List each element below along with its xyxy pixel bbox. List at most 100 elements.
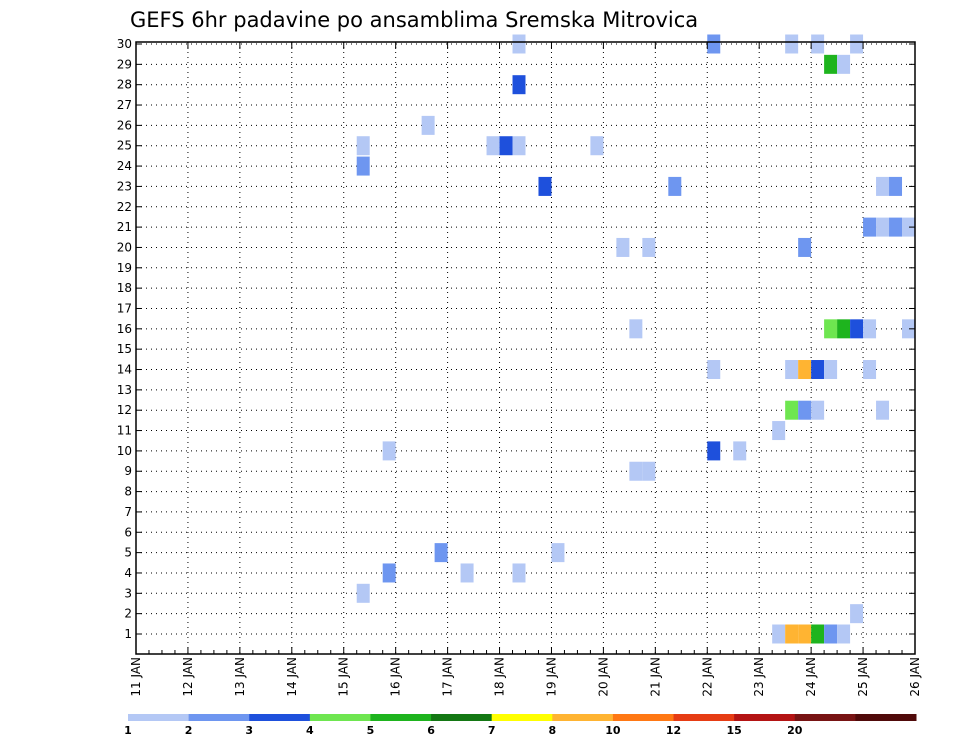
heatmap-cell <box>798 624 812 644</box>
colorbar-swatch <box>309 714 371 721</box>
colorbar-label: 2 <box>185 724 193 737</box>
colorbar-swatch <box>734 714 796 721</box>
heatmap-cell <box>811 360 825 380</box>
colorbar-swatch <box>673 714 735 721</box>
x-tick-label: 21 JAN <box>648 657 662 697</box>
y-tick-label: 14 <box>117 363 132 377</box>
y-axis: 1234567891011121314151617181920212223242… <box>117 37 915 641</box>
heatmap-cell <box>512 563 526 583</box>
y-tick-label: 7 <box>124 505 132 519</box>
heatmap-cell <box>707 360 721 380</box>
y-tick-label: 23 <box>117 179 132 193</box>
heatmap-cell <box>811 34 825 54</box>
y-tick-label: 28 <box>117 78 132 92</box>
heatmap-cell <box>876 217 890 237</box>
heatmap-cell <box>733 441 747 461</box>
x-tick-label: 25 JAN <box>856 657 870 697</box>
colorbar-swatch <box>431 714 493 721</box>
colorbar-label: 5 <box>367 724 375 737</box>
y-tick-label: 9 <box>124 464 132 478</box>
heatmap-cell <box>642 237 656 257</box>
colorbar-label: 8 <box>548 724 556 737</box>
y-tick-label: 17 <box>117 301 132 315</box>
heatmap-cell <box>902 217 915 237</box>
x-tick-label: 16 JAN <box>389 657 403 697</box>
heatmap-cell <box>798 400 812 420</box>
x-tick-label: 20 JAN <box>596 657 610 697</box>
colorbar-swatch <box>491 714 553 721</box>
heatmap-cell <box>772 624 786 644</box>
heatmap-cell <box>772 421 786 441</box>
heatmap-cell <box>850 319 864 339</box>
colorbar-swatch <box>855 714 917 721</box>
x-axis: 11 JAN 12 JAN 13 JAN 14 JAN 15 JAN 16 JAN 17 J… <box>129 42 922 697</box>
heatmap-cell <box>642 461 656 481</box>
heatmap-cell <box>616 237 630 257</box>
y-tick-label: 12 <box>117 403 132 417</box>
colorbar-swatch <box>249 714 311 721</box>
heatmap-cell <box>837 54 851 74</box>
x-tick-label: 26 JAN <box>908 657 922 697</box>
heatmap-cell <box>590 136 604 156</box>
grid-lines <box>136 42 915 654</box>
y-tick-label: 11 <box>117 424 132 438</box>
colorbar-swatch <box>552 714 614 721</box>
y-tick-label: 1 <box>124 627 132 641</box>
heatmap-cell <box>889 217 903 237</box>
y-tick-label: 15 <box>117 342 132 356</box>
ensemble-cells <box>356 34 915 644</box>
heatmap-cell <box>629 461 643 481</box>
colorbar-label: 12 <box>666 724 681 737</box>
colorbar-label: 4 <box>306 724 314 737</box>
y-tick-label: 24 <box>117 159 132 173</box>
colorbar-label: 3 <box>245 724 253 737</box>
heatmap-cell <box>785 624 799 644</box>
y-tick-label: 21 <box>117 220 132 234</box>
plot-frame <box>135 41 916 655</box>
y-tick-label: 13 <box>117 383 132 397</box>
colorbar-label: 10 <box>605 724 621 737</box>
heatmap-cell <box>460 563 474 583</box>
heatmap-cell <box>551 543 565 563</box>
colorbar-swatch <box>612 714 675 721</box>
heatmap-cell <box>876 400 890 420</box>
y-tick-label: 22 <box>117 200 132 214</box>
y-tick-label: 27 <box>117 98 132 112</box>
heatmap-cell <box>863 319 877 339</box>
y-tick-label: 10 <box>117 444 132 458</box>
heatmap-cell <box>512 34 526 54</box>
y-tick-label: 5 <box>124 546 132 560</box>
heatmap-cell <box>486 136 500 156</box>
heatmap-cell <box>902 319 915 339</box>
x-tick-label: 19 JAN <box>544 657 558 697</box>
heatmap-cell <box>512 136 526 156</box>
x-tick-label: 12 JAN <box>181 657 195 697</box>
y-tick-label: 25 <box>117 139 132 153</box>
chart-title: GEFS 6hr padavine po ansamblima Sremska … <box>130 8 698 32</box>
heatmap-cell <box>824 54 838 74</box>
y-tick-label: 4 <box>124 566 132 580</box>
heatmap-cell <box>798 360 812 380</box>
heatmap-cell <box>629 319 643 339</box>
heatmap-cell <box>707 34 721 54</box>
y-tick-label: 19 <box>117 261 132 275</box>
heatmap-cell <box>889 176 903 196</box>
heatmap-cell <box>382 441 396 461</box>
x-tick-label: 24 JAN <box>804 657 818 697</box>
y-tick-label: 16 <box>117 322 132 336</box>
colorbar-legend: 1 2 3 4 5 6 7 8 10 12 15 20 <box>124 714 917 737</box>
y-tick-label: 2 <box>124 607 132 621</box>
colorbar-label: 20 <box>787 724 803 737</box>
y-tick-label: 6 <box>124 525 132 539</box>
x-tick-label: 17 JAN <box>441 657 455 697</box>
heatmap-cell <box>824 319 838 339</box>
colorbar-label: 15 <box>726 724 741 737</box>
heatmap-cell <box>876 176 890 196</box>
colorbar-swatch <box>188 714 250 721</box>
y-tick-label: 20 <box>117 240 132 254</box>
heatmap-cell <box>707 441 721 461</box>
colorbar-swatch <box>370 714 432 721</box>
heatmap-cell <box>863 217 877 237</box>
y-tick-label: 26 <box>117 118 132 132</box>
